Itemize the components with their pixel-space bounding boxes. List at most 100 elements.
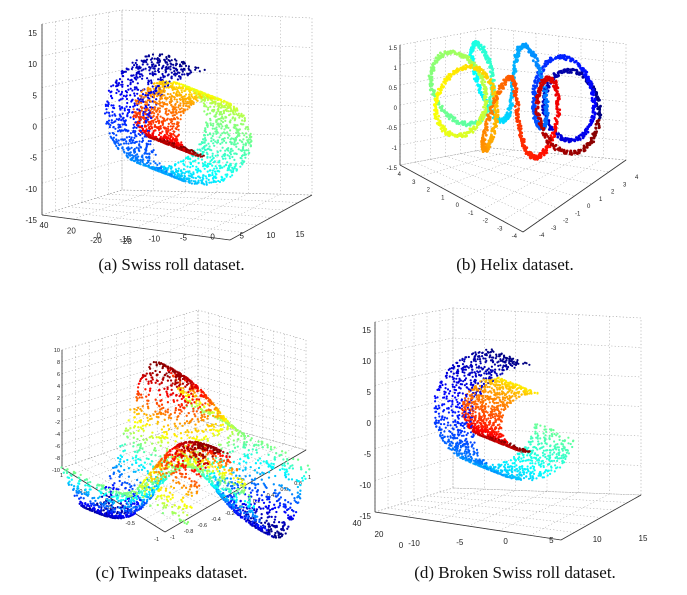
- data-point: [172, 132, 175, 136]
- data-point: [243, 160, 246, 163]
- data-point: [213, 144, 216, 147]
- data-point: [135, 114, 138, 117]
- data-point: [544, 64, 547, 68]
- data-point: [112, 104, 115, 107]
- data-point: [132, 129, 135, 132]
- data-point: [494, 94, 498, 98]
- data-point: [146, 103, 149, 106]
- data-point: [108, 474, 112, 478]
- data-point: [231, 116, 235, 119]
- data-point: [589, 119, 593, 123]
- data-point: [464, 123, 468, 127]
- data-point: [150, 79, 153, 82]
- data-point: [208, 145, 211, 148]
- data-point: [137, 102, 140, 105]
- data-point: [212, 142, 215, 145]
- data-point: [594, 126, 598, 130]
- data-point: [223, 109, 226, 112]
- data-point: [210, 137, 213, 140]
- tick-label: -1.5: [387, 166, 398, 172]
- data-point: [236, 134, 239, 138]
- data-point: [139, 160, 142, 163]
- data-point: [481, 47, 485, 50]
- data-point: [115, 79, 118, 82]
- data-point: [152, 149, 155, 152]
- data-point: [156, 126, 159, 130]
- data-point: [140, 109, 143, 112]
- data-point: [199, 153, 202, 156]
- data-point: [117, 82, 121, 85]
- data-point: [115, 138, 118, 141]
- data-point: [186, 108, 189, 111]
- data-point: [182, 83, 185, 87]
- data-point: [142, 96, 145, 99]
- data-point: [188, 98, 191, 101]
- data-point: [459, 53, 463, 57]
- data-point: [117, 142, 120, 145]
- data-point: [226, 131, 229, 134]
- data-point: [171, 108, 174, 111]
- data-point: [223, 128, 226, 131]
- data-point: [177, 106, 180, 109]
- data-point: [155, 120, 158, 123]
- data-point: [118, 123, 121, 127]
- data-point: [190, 93, 193, 96]
- data-point: [209, 97, 212, 100]
- data-point: [187, 65, 190, 68]
- data-point: [477, 91, 481, 94]
- tick-label: -10: [149, 234, 161, 243]
- data-point: [223, 137, 226, 140]
- data-point: [150, 166, 153, 170]
- data-point: [213, 127, 216, 130]
- data-point: [114, 81, 117, 84]
- data-point: [556, 71, 560, 75]
- data-point: [149, 109, 152, 112]
- data-point: [184, 180, 187, 183]
- data-point: [123, 151, 126, 154]
- data-point: [211, 134, 214, 138]
- data-point: [184, 88, 187, 91]
- data-point: [234, 152, 237, 155]
- data-point: [138, 94, 142, 97]
- data-point: [172, 63, 175, 66]
- data-point: [154, 361, 158, 364]
- data-point: [515, 102, 519, 106]
- data-point: [430, 78, 434, 82]
- data-point: [141, 137, 144, 140]
- data-point: [534, 101, 538, 105]
- data-point: [192, 176, 195, 179]
- data-point: [197, 93, 200, 96]
- data-point: [220, 100, 223, 103]
- data-point: [536, 90, 540, 94]
- data-point: [468, 58, 472, 62]
- data-point: [202, 174, 205, 177]
- data-point: [140, 101, 143, 104]
- data-point: [490, 87, 494, 90]
- data-point: [483, 145, 487, 149]
- data-point: [140, 107, 143, 110]
- data-point: [119, 143, 122, 146]
- data-point: [150, 91, 153, 94]
- data-point: [158, 94, 161, 97]
- data-point: [234, 143, 237, 146]
- data-point: [167, 73, 170, 76]
- data-point: [536, 113, 539, 117]
- data-point: [515, 97, 519, 101]
- data-point: [159, 115, 162, 118]
- data-point: [592, 107, 596, 111]
- data-point: [203, 141, 206, 144]
- data-point: [172, 81, 175, 84]
- data-point: [205, 121, 208, 124]
- data-point: [130, 157, 133, 160]
- data-point: [132, 74, 135, 77]
- data-point: [214, 130, 217, 133]
- data-point: [141, 77, 144, 80]
- data-point: [488, 57, 492, 61]
- data-point: [169, 125, 172, 128]
- data-point: [175, 98, 178, 101]
- data-point: [148, 122, 151, 125]
- data-point: [216, 154, 219, 157]
- data-point: [130, 74, 133, 77]
- data-point: [150, 82, 153, 85]
- data-point: [515, 87, 519, 90]
